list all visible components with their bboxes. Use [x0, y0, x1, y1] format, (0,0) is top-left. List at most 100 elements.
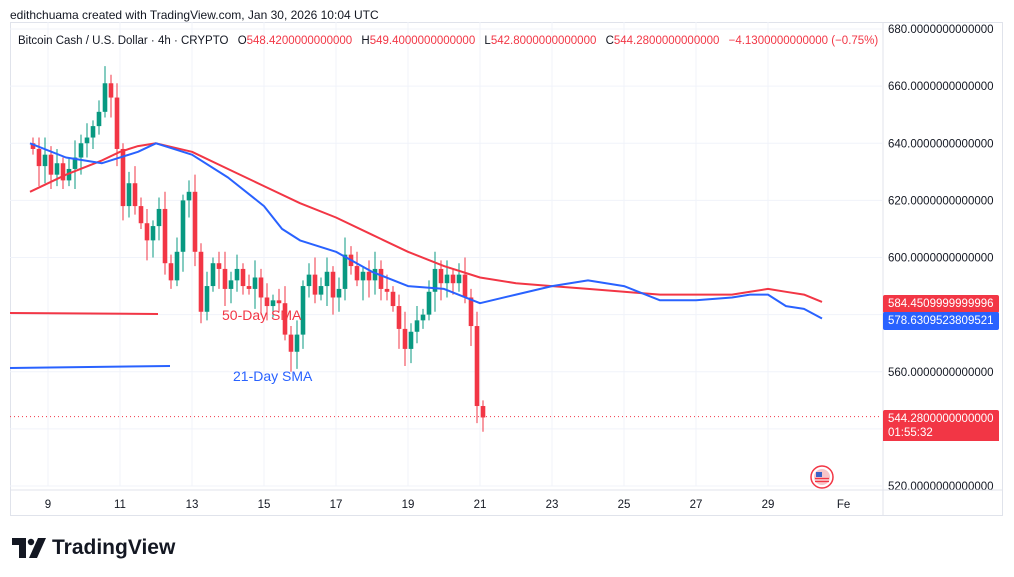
candle-body	[66, 168, 72, 181]
candle	[462, 257, 468, 304]
candle-body	[36, 148, 42, 167]
x-tick-label: 21	[474, 499, 487, 511]
sma50-line	[29, 142, 823, 303]
candle-body	[30, 143, 36, 149]
candle	[420, 308, 426, 329]
candle-body	[228, 280, 234, 289]
candle	[198, 243, 204, 324]
candle-body	[246, 286, 252, 289]
candle-body	[270, 300, 276, 307]
candle-body	[216, 263, 222, 269]
candle-body	[276, 300, 282, 304]
candle	[126, 171, 132, 218]
candle	[144, 208, 150, 261]
candle-body	[240, 268, 246, 287]
candle-body	[48, 154, 54, 175]
x-tick-label: 27	[690, 499, 703, 511]
candle	[156, 197, 162, 241]
candle	[162, 191, 168, 275]
candle-body	[462, 274, 468, 298]
candle-body	[402, 328, 408, 349]
candle-body	[114, 97, 120, 149]
candle	[258, 268, 264, 315]
x-tick-label: 25	[618, 499, 631, 511]
candle	[30, 137, 36, 155]
x-tick-label: 29	[762, 499, 775, 511]
candle-body	[432, 268, 438, 292]
chart-frame	[10, 22, 1003, 516]
candle	[270, 294, 276, 318]
candle-body	[204, 286, 210, 312]
sma21-annotation: 21-Day SMA	[233, 368, 313, 384]
candle-body	[252, 277, 258, 289]
x-tick-label: 17	[330, 499, 343, 511]
candle-body	[150, 226, 156, 241]
candle	[366, 260, 372, 298]
candle-body	[330, 271, 336, 298]
candle-body	[390, 291, 396, 307]
candle	[294, 320, 300, 369]
moving-averages	[10, 142, 882, 418]
candle-body	[222, 268, 228, 289]
candle-body	[384, 288, 390, 292]
candle	[318, 277, 324, 301]
candle-body	[120, 148, 126, 207]
x-tick-label: 11	[114, 499, 126, 511]
candle	[408, 323, 414, 364]
sma21-line	[29, 142, 823, 320]
candle	[180, 194, 186, 272]
candle-body	[96, 111, 102, 127]
tradingview-logo[interactable]: TradingView	[12, 536, 175, 560]
candle	[360, 266, 366, 301]
candle	[396, 294, 402, 349]
candle-body	[258, 277, 264, 298]
candle-body	[174, 251, 180, 281]
candle	[264, 283, 270, 321]
sma21-legend-line	[9, 365, 171, 369]
sma50-annotation: 50-Day SMA	[222, 307, 302, 323]
y-tick-label: 620.0000000000000	[888, 195, 994, 207]
candle-body	[72, 157, 78, 169]
candle-body	[396, 306, 402, 329]
candle	[288, 326, 294, 372]
candle	[252, 260, 258, 309]
y-tick-label: 680.0000000000000	[888, 24, 994, 36]
candle	[450, 268, 456, 295]
candle	[432, 251, 438, 312]
candle-body	[378, 268, 384, 289]
candle-body	[312, 274, 318, 295]
candle-body	[138, 206, 144, 224]
open-label: O	[237, 35, 247, 47]
x-tick-label: 13	[186, 499, 199, 511]
candle-body	[234, 268, 240, 281]
brand-name: TradingView	[52, 536, 176, 559]
candle-body	[108, 83, 114, 98]
x-tick-label: 9	[45, 499, 51, 511]
candle	[336, 277, 342, 312]
tradingview-icon	[12, 538, 46, 558]
candle	[108, 74, 114, 118]
candle-body	[264, 297, 270, 307]
candle-body	[414, 320, 420, 332]
candle	[96, 100, 102, 135]
y-tick-label: 560.0000000000000	[888, 367, 994, 379]
sma50-legend-line	[9, 312, 159, 315]
low-label: L	[484, 35, 491, 47]
candle-body	[426, 291, 432, 315]
close-value: 544.2800000000000	[613, 35, 720, 47]
candle-body	[168, 263, 174, 281]
candle-body	[84, 137, 90, 144]
candle	[216, 251, 222, 289]
candle	[120, 143, 126, 221]
candle	[210, 257, 216, 292]
open-value: 548.4200000000000	[246, 35, 353, 47]
candle-body	[294, 334, 300, 352]
candle-body	[468, 297, 474, 327]
candle-body	[102, 83, 108, 112]
candle-body	[144, 223, 150, 241]
candle-body	[408, 331, 414, 349]
candle	[228, 271, 234, 304]
ohlc-legend: Bitcoin Cash / U.S. Dollar · 4h · CRYPTO…	[18, 35, 878, 47]
candle-body	[336, 288, 342, 298]
